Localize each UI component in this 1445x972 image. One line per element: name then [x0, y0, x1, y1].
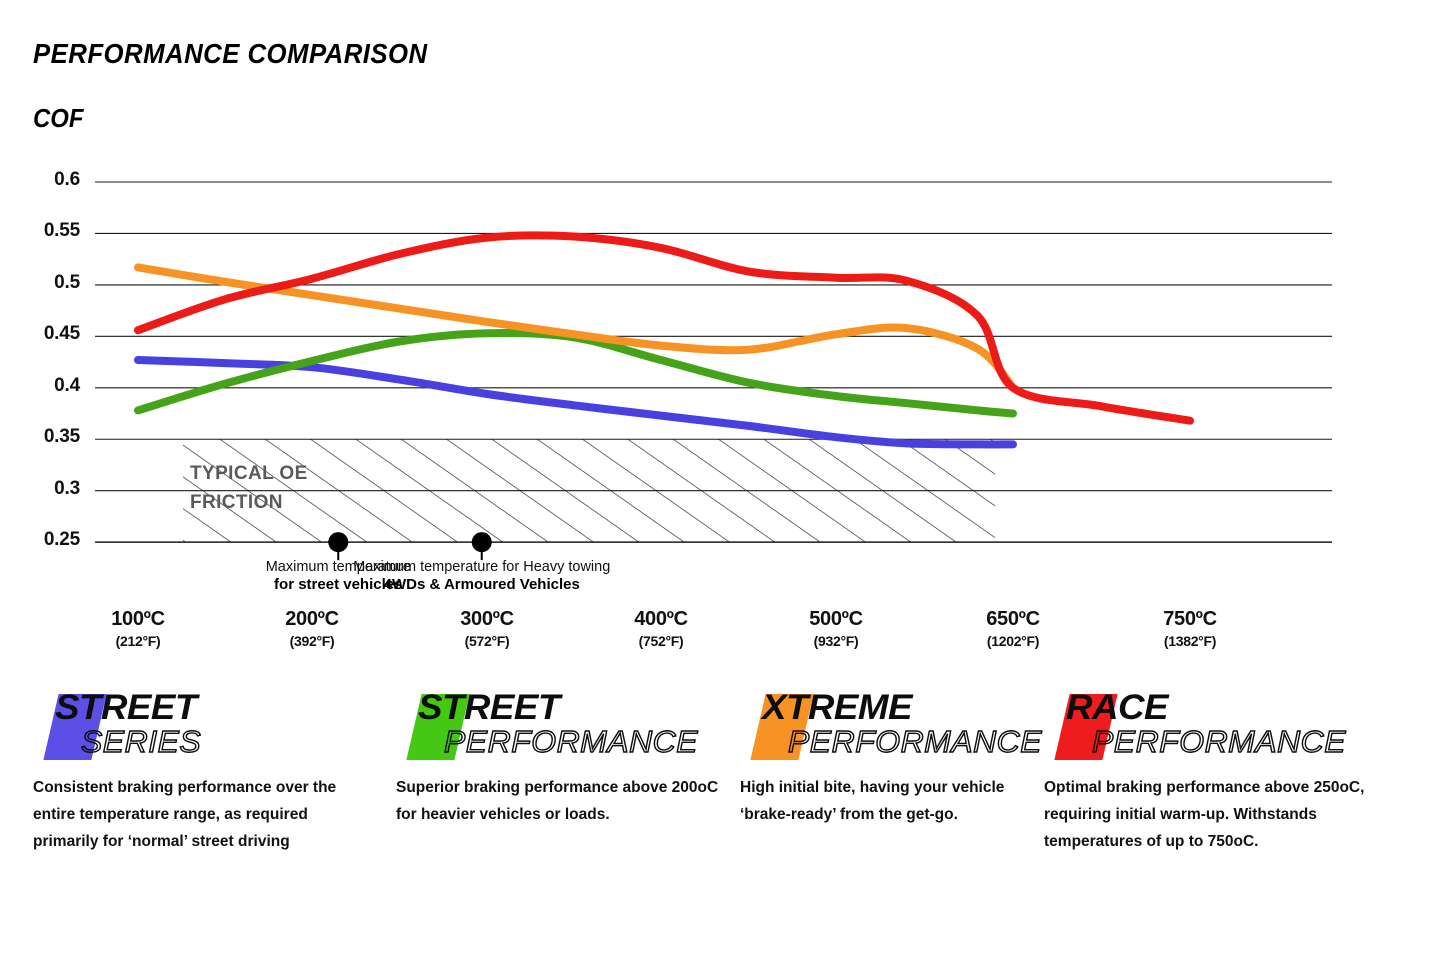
max-temp-street-vehicles: Maximum temperature for street vehicles	[218, 559, 458, 593]
x-axis-tick-label: 750ºC (1382°F)	[1130, 608, 1250, 649]
logo-word-secondary: SERIES	[80, 723, 202, 759]
typical-oe-friction-label: TYPICAL OE FRICTION	[190, 463, 308, 513]
logo-xtreme-performance: XTREME PERFORMANCE	[740, 686, 1043, 768]
x-tick-celsius: 750ºC	[1163, 608, 1217, 630]
y-axis-tick-label: 0.55	[43, 220, 80, 242]
product-description: Superior braking performance above 200oC…	[396, 779, 719, 823]
annotation-line-2: 4WDs & Armoured Vehicles	[383, 576, 580, 594]
x-tick-fahrenheit: (212°F)	[115, 633, 161, 649]
axis-title-cof: COF	[33, 103, 84, 133]
x-tick-celsius: 500ºC	[809, 608, 863, 630]
series-line	[134, 329, 1017, 418]
y-axis-tick-label: 0.25	[43, 529, 80, 551]
x-tick-celsius: 100ºC	[111, 608, 165, 630]
annotation-line-2: for street vehicles	[274, 576, 403, 594]
page-title: PERFORMANCE COMPARISON	[33, 38, 428, 69]
x-tick-fahrenheit: (1202°F)	[986, 633, 1040, 649]
x-tick-celsius: 200ºC	[285, 608, 339, 630]
annotation-marker-dot	[328, 532, 349, 553]
max-temp-heavy-towing: Maximum temperature for Heavy towing 4WDs…	[292, 559, 672, 593]
logo-word-secondary: PERFORMANCE	[1091, 723, 1347, 759]
cof-line-chart: 0.6 0.55 0.5 0.45 0.4 0.35 0.3 0.25 100ºC (212°F)…	[43, 169, 1332, 649]
logo-street-performance: STREET PERFORMANCE	[396, 686, 726, 768]
logo-word-primary: XTREME	[762, 688, 913, 727]
y-axis-tick-label: 0.5	[54, 271, 80, 293]
logo-word-primary: STREET	[55, 688, 197, 727]
annotation-line-1: Maximum temperature for Heavy towing	[353, 559, 611, 576]
product-card-xtreme-performance[interactable]: XTREME PERFORMANCE High initial bite, ha…	[740, 686, 1043, 828]
x-tick-fahrenheit: (572°F)	[464, 633, 510, 649]
product-card-street-series[interactable]: STREET SERIES Consistent braking perform…	[33, 686, 373, 855]
annotation-line-1: Maximum temperature	[265, 559, 411, 576]
product-description: Optimal braking performance above 250oC,…	[1044, 779, 1365, 850]
x-tick-fahrenheit: (1382°F)	[1163, 633, 1217, 649]
x-axis-tick-label: 300ºC (572°F)	[427, 608, 547, 649]
y-axis-tick-label: 0.35	[43, 426, 80, 448]
x-tick-fahrenheit: (392°F)	[289, 633, 335, 649]
series-line	[134, 231, 1194, 425]
x-axis-tick-label: 200ºC (392°F)	[252, 608, 372, 649]
x-tick-celsius: 300ºC	[460, 608, 514, 630]
logo-word-primary: STREET	[418, 688, 560, 727]
y-axis-tick-label: 0.6	[54, 169, 80, 190]
product-description: Consistent braking performance over the …	[33, 779, 337, 850]
product-description: High initial bite, having your vehicle ‘…	[740, 779, 1005, 823]
logo-word-secondary: PERFORMANCE	[443, 723, 699, 759]
x-axis-tick-label: 100ºC (212°F)	[78, 608, 198, 649]
annotation-marker-dot	[471, 532, 492, 553]
x-tick-celsius: 650ºC	[986, 608, 1040, 630]
x-axis-tick-label: 500ºC (932°F)	[776, 608, 896, 649]
y-axis-tick-label: 0.45	[43, 323, 80, 345]
x-axis-tick-label: 650ºC (1202°F)	[953, 608, 1073, 649]
chart-svg	[95, 181, 1332, 561]
logo-race-performance: RACE PERFORMANCE	[1044, 686, 1374, 768]
x-tick-fahrenheit: (752°F)	[638, 633, 684, 649]
series-line	[134, 263, 1017, 392]
product-legend: STREET SERIES Consistent braking perform…	[0, 686, 1445, 972]
y-axis-tick-label: 0.3	[54, 477, 80, 499]
x-axis-tick-label: 400ºC (752°F)	[601, 608, 721, 649]
x-tick-fahrenheit: (932°F)	[813, 633, 859, 649]
y-axis-tick-label: 0.4	[54, 374, 80, 396]
logo-word-primary: RACE	[1066, 688, 1169, 727]
logo-word-secondary: PERFORMANCE	[787, 723, 1043, 759]
logo-street-series: STREET SERIES	[33, 686, 373, 768]
product-card-street-performance[interactable]: STREET PERFORMANCE Superior braking perf…	[396, 686, 726, 828]
x-tick-celsius: 400ºC	[634, 608, 688, 630]
product-card-race-performance[interactable]: RACE PERFORMANCE Optimal braking perform…	[1044, 686, 1374, 855]
